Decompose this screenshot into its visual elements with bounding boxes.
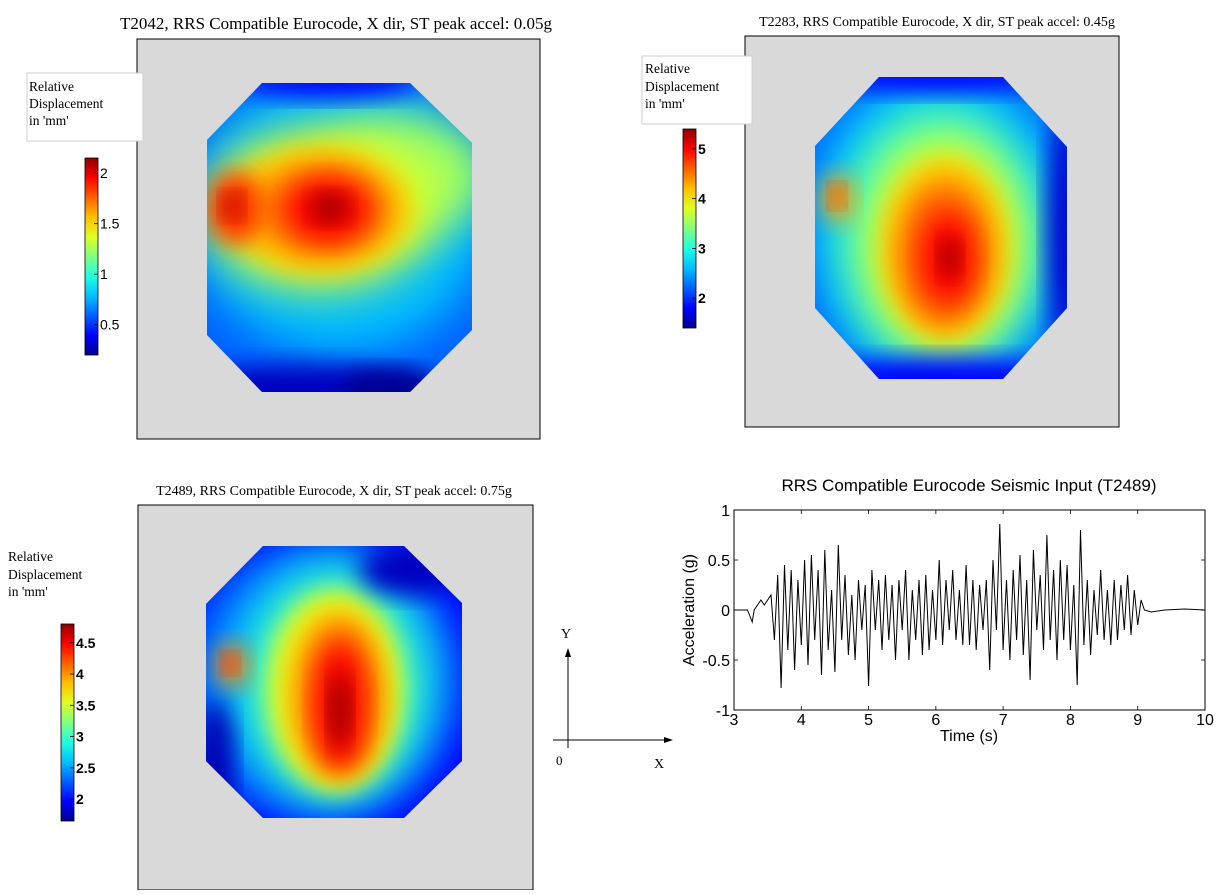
colorbar-tick-label: 4 — [76, 666, 84, 682]
colorbar-tick-label: 4 — [698, 191, 706, 207]
legend-line: in 'mm' — [29, 113, 69, 128]
y-arrowhead-icon — [565, 648, 571, 657]
x-arrowhead-icon — [664, 737, 673, 743]
x-tick-label: 10 — [1196, 712, 1214, 729]
legend-line: in 'mm' — [645, 96, 685, 111]
colorbar-tick-label: 4.5 — [76, 635, 96, 651]
plot-area — [733, 509, 1206, 711]
y-tick-label: 1 — [721, 503, 730, 520]
x-tick-label: 8 — [1066, 712, 1075, 729]
legend-box: Relative Displacement in 'mm' — [641, 55, 753, 125]
colorbar-tick-label: 0.5 — [100, 317, 120, 333]
x-axis-label: X — [654, 757, 664, 772]
colorbar-gradient — [60, 623, 75, 822]
legend-line: Displacement — [29, 96, 103, 111]
y-tick-label: 0.5 — [708, 553, 730, 570]
x-tick-label: 6 — [931, 712, 940, 729]
legend-line: Relative — [645, 61, 690, 76]
seismic-input-chart: RRS Compatible Eurocode Seismic Input (T… — [681, 476, 1214, 745]
colorbar-tick-label: 2 — [100, 165, 108, 181]
x-tick-label: 9 — [1133, 712, 1142, 729]
contour-panel-t2283: T2283, RRS Compatible Eurocode, X dir, S… — [641, 15, 1120, 428]
panel-title: T2042, RRS Compatible Eurocode, X dir, S… — [120, 14, 552, 33]
colorbar-tick-label: 2.5 — [76, 760, 96, 776]
legend-line: Relative — [29, 79, 74, 94]
colorbar-gradient — [682, 128, 697, 329]
contour-panel-t2489: T2489, RRS Compatible Eurocode, X dir, S… — [8, 484, 534, 891]
legend-line: Displacement — [645, 79, 719, 94]
x-tick-label: 7 — [999, 712, 1008, 729]
panel-title: T2489, RRS Compatible Eurocode, X dir, S… — [156, 484, 512, 499]
colorbar-tick-label: 2 — [698, 290, 706, 306]
colorbar-tick-label: 3.5 — [76, 697, 96, 713]
acceleration-series-line — [734, 523, 1206, 689]
y-tick-label: -0.5 — [702, 653, 730, 670]
x-tick-label: 5 — [864, 712, 873, 729]
colorbar-tick-label: 3 — [698, 240, 706, 256]
y-tick-label: 0 — [721, 603, 730, 620]
colorbar-tick-label: 1 — [100, 266, 108, 282]
origin-label: 0 — [556, 753, 563, 768]
contour-map — [815, 77, 1067, 379]
colorbar: 2 2.5 3 3.5 4 4.5 — [60, 623, 96, 822]
colorbar: 2 3 4 5 — [682, 128, 706, 329]
legend-line: Displacement — [8, 567, 82, 582]
colorbar-tick-label: 2 — [76, 791, 84, 807]
y-tick-label: -1 — [716, 703, 730, 720]
colorbar: 0.5 1 1.5 2 — [84, 157, 120, 356]
colorbar-tick-label: 3 — [76, 729, 84, 745]
legend-box: Relative Displacement in 'mm' — [8, 549, 82, 599]
colorbar-tick-label: 1.5 — [100, 216, 120, 232]
legend-line: Relative — [8, 549, 53, 564]
x-axis-title: Time (s) — [940, 728, 998, 745]
panel-title: T2283, RRS Compatible Eurocode, X dir, S… — [759, 15, 1115, 30]
y-axis-title: Acceleration (g) — [681, 554, 698, 666]
colorbar-tick-label: 5 — [698, 141, 706, 157]
chart-title: RRS Compatible Eurocode Seismic Input (T… — [781, 476, 1156, 495]
legend-box: Relative Displacement in 'mm' — [26, 72, 144, 142]
contour-panel-t2042: T2042, RRS Compatible Eurocode, X dir, S… — [26, 14, 552, 440]
legend-line: in 'mm' — [8, 584, 48, 599]
x-tick-label: 4 — [797, 712, 806, 729]
x-tick-label: 3 — [730, 712, 739, 729]
colorbar-gradient — [84, 157, 99, 356]
xy-axes-indicator: Y X 0 — [553, 627, 673, 772]
y-axis-label: Y — [561, 627, 571, 642]
contour-map — [207, 83, 472, 392]
